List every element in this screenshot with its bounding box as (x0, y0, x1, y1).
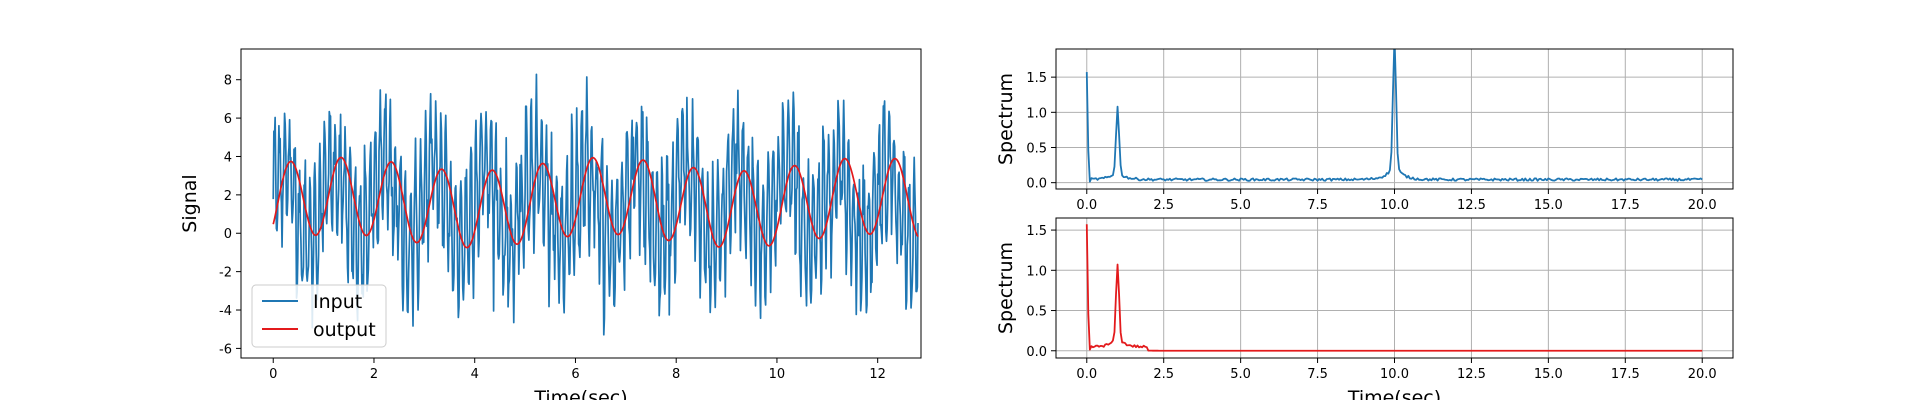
y-tick-label: 0 (224, 227, 232, 242)
x-tick-label: 20.0 (1688, 198, 1717, 213)
axes-frame (1055, 48, 1734, 190)
x-tick-label: 15.0 (1534, 367, 1563, 382)
x-tick-label: 2 (370, 367, 378, 382)
x-tick-label: 0.0 (1076, 198, 1097, 213)
x-tick-label: 15.0 (1534, 198, 1563, 213)
y-tick-label: 1.5 (1026, 224, 1047, 239)
x-tick-label: 12 (869, 367, 886, 382)
series-line-input (272, 73, 919, 336)
y-tick-label: 8 (224, 74, 232, 89)
chart-0: 0 2 4 6 8 10 12 -6 -4 -2 0 2 4 6 8 Time(sec) Signal Input… (179, 48, 922, 400)
y-tick-label: 1.0 (1026, 264, 1047, 279)
x-tick-label: 12.5 (1457, 367, 1486, 382)
y-axis-label: Spectrum (995, 73, 1017, 165)
axes-frame (240, 48, 922, 359)
x-tick-label: 17.5 (1611, 198, 1640, 213)
y-tick-label: 4 (224, 150, 232, 165)
y-tick-label: -2 (219, 266, 232, 281)
x-tick-label: 12.5 (1457, 198, 1486, 213)
x-tick-label: 7.5 (1307, 198, 1328, 213)
x-tick-label: 10 (769, 367, 786, 382)
y-axis-label: Spectrum (995, 242, 1017, 334)
x-axis-label: Time(sec) (1347, 387, 1441, 400)
x-tick-label: 5.0 (1230, 367, 1251, 382)
y-tick-label: 1.5 (1026, 71, 1047, 86)
x-tick-label: 4 (471, 367, 479, 382)
x-tick-label: 0 (269, 367, 277, 382)
y-axis-label: Signal (179, 174, 201, 232)
x-tick-label: 5.0 (1230, 198, 1251, 213)
x-tick-label: 10.0 (1380, 367, 1409, 382)
y-tick-label: 0.5 (1026, 305, 1047, 320)
series-line-spectrum-2 (1085, 224, 1703, 352)
x-tick-label: 10.0 (1380, 198, 1409, 213)
x-tick-label: 0.0 (1076, 367, 1097, 382)
y-tick-label: 1.0 (1026, 106, 1047, 121)
y-tick-label: -6 (219, 342, 232, 357)
y-tick-label: -4 (219, 304, 232, 319)
y-tick-label: 0.0 (1026, 177, 1047, 192)
series-line-output (272, 156, 919, 249)
y-tick-label: 2 (224, 189, 232, 204)
x-tick-label: 17.5 (1611, 367, 1640, 382)
x-tick-label: 2.5 (1153, 198, 1174, 213)
legend: Input output (251, 284, 387, 348)
legend-label-input: Input (313, 291, 362, 313)
chart-1: 0.0 2.5 5.0 7.5 10.0 12.5 15.0 17.5 20.0 0.0 0.5 1.… (995, 48, 1734, 213)
y-tick-label: 6 (224, 112, 232, 127)
x-tick-label: 7.5 (1307, 367, 1328, 382)
series-line-spectrum-1 (1085, 49, 1703, 183)
legend-label-output: output (313, 319, 376, 341)
y-tick-label: 0.5 (1026, 141, 1047, 156)
x-tick-label: 20.0 (1688, 367, 1717, 382)
axes-frame (1055, 217, 1734, 359)
chart-2: 0.0 2.5 5.0 7.5 10.0 12.5 15.0 17.5 20.0 0.0 0.5 1.… (995, 217, 1734, 400)
x-axis-label: Time(sec) (533, 387, 627, 400)
y-tick-label: 0.0 (1026, 345, 1047, 360)
x-tick-label: 8 (672, 367, 680, 382)
x-tick-label: 6 (571, 367, 579, 382)
x-tick-label: 2.5 (1153, 367, 1174, 382)
